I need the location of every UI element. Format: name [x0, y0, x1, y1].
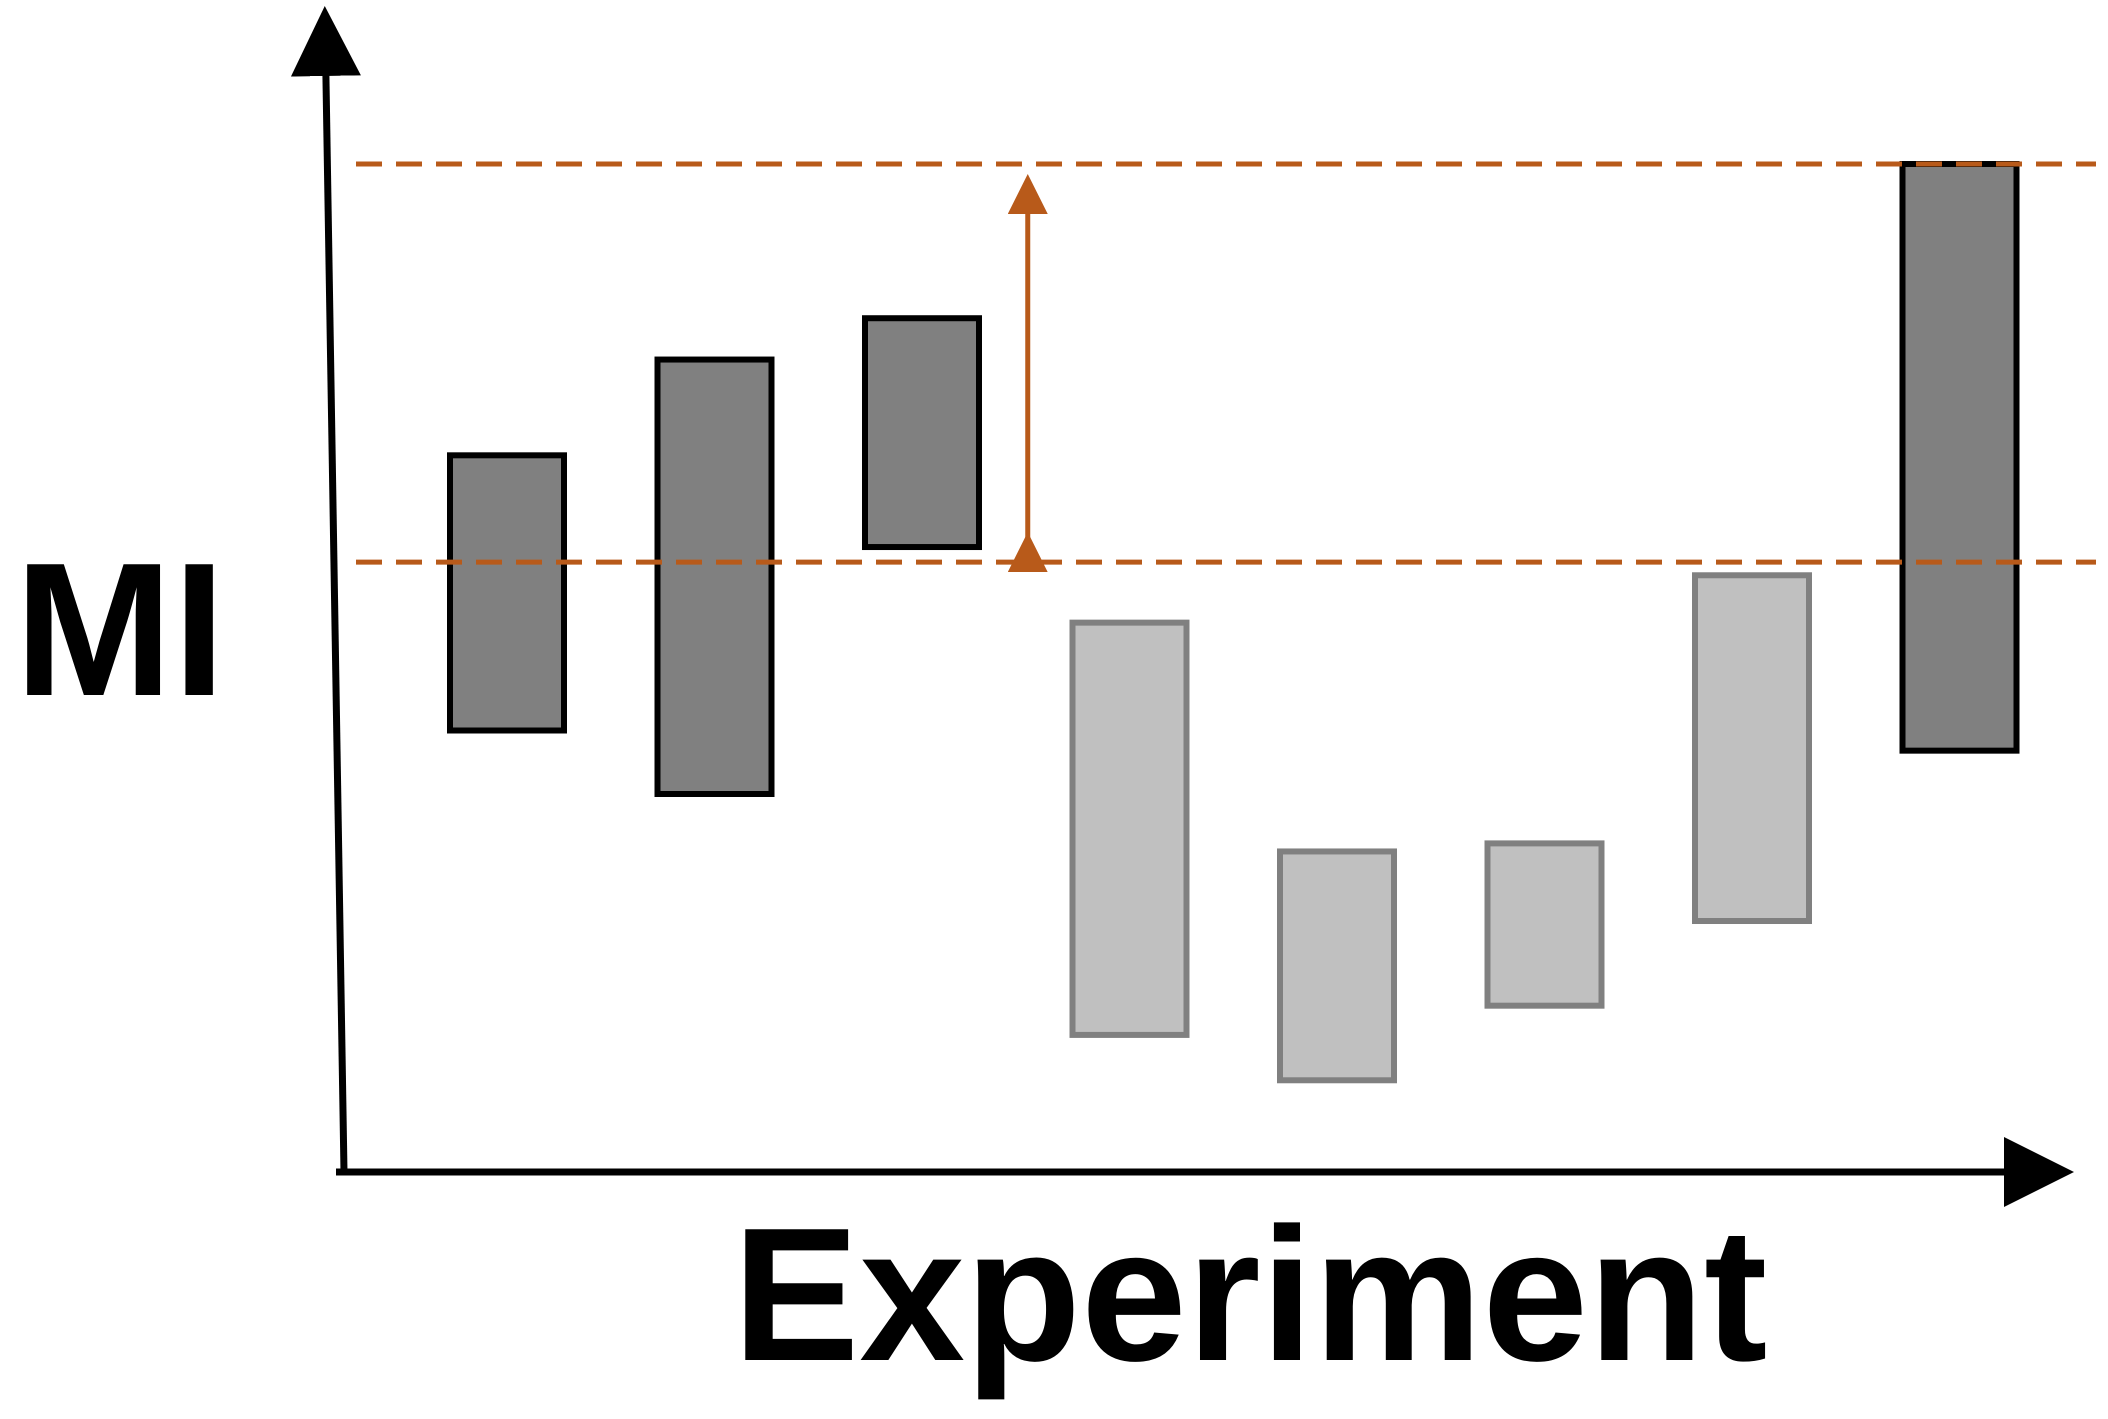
reference-lines [356, 161, 2096, 565]
bar-3 [862, 315, 982, 551]
y-axis [290, 6, 361, 1173]
bar-7 [1692, 572, 1812, 925]
bar-2 [654, 356, 775, 797]
bar-8 [1899, 161, 2020, 754]
y-axis-label: MI [14, 524, 225, 736]
bars [447, 161, 2020, 1084]
bar-1 [447, 452, 567, 734]
bar-5 [1277, 848, 1397, 1084]
x-axis-label: Experiment [733, 1189, 1768, 1401]
bar-4 [1069, 619, 1190, 1038]
bar-6 [1484, 840, 1605, 1009]
